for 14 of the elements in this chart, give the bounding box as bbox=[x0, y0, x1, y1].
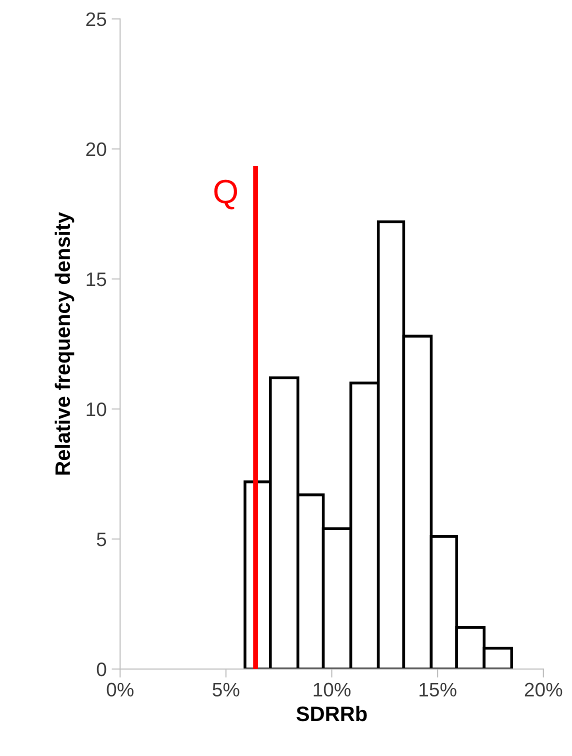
ref-line-label: Q bbox=[214, 180, 238, 210]
x-tick-label: 10% bbox=[314, 682, 351, 697]
x-tick-label: 15% bbox=[420, 682, 456, 697]
x-tick-label: 0% bbox=[106, 682, 134, 697]
y-tick-label: 10 bbox=[86, 402, 106, 416]
y-tick-label: 20 bbox=[86, 142, 106, 156]
x-axis-title: SDRRb bbox=[296, 706, 367, 722]
x-tick-label: 5% bbox=[212, 682, 240, 697]
y-tick-label: 15 bbox=[86, 272, 106, 286]
y-axis-title: Relative frequency density bbox=[54, 212, 74, 475]
y-tick-label: 25 bbox=[86, 12, 106, 26]
y-tick-label: 0 bbox=[96, 662, 106, 676]
x-tick-label: 20% bbox=[524, 682, 562, 697]
y-tick-label: 5 bbox=[96, 532, 106, 546]
